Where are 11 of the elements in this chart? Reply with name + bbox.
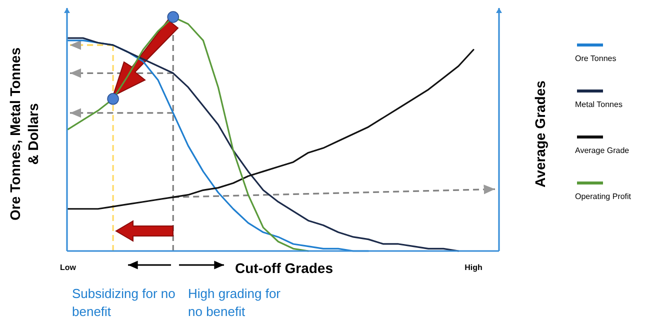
legend-label: Metal Tonnes (575, 100, 622, 109)
x-tick-label: Low (60, 263, 77, 272)
text: Subsidizing for no benefit (72, 286, 176, 319)
y-axis-title: Ore Tonnes, Metal Tonnes & Dollars (7, 47, 41, 220)
text: High grading for no benefit (188, 286, 282, 319)
legend-label: Operating Profit (575, 192, 632, 201)
legend-label: Ore Tonnes (575, 54, 616, 63)
x-tick-label: High (464, 263, 482, 272)
y2-axis-title: Average Grades (532, 80, 548, 188)
legend-label: Average Grade (575, 146, 630, 155)
x-axis-title: Cut-off Grades (235, 260, 334, 276)
